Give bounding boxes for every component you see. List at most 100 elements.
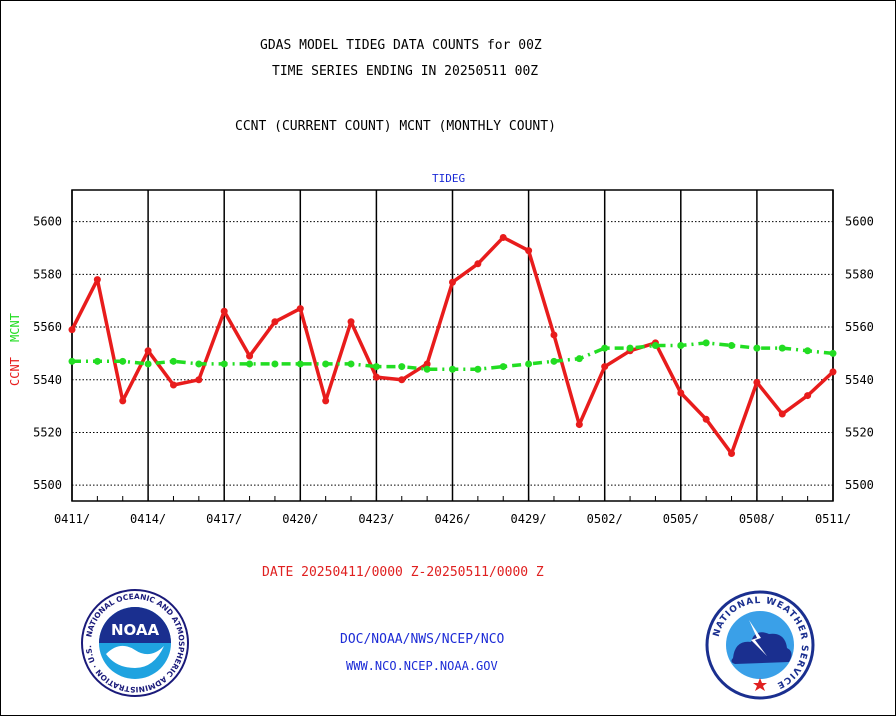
data-point-ccnt: [144, 347, 152, 355]
x-tick-label: 0429/: [511, 512, 547, 526]
star-icon: [753, 678, 767, 691]
x-tick-label: 0502/: [587, 512, 623, 526]
data-point-mcnt: [195, 360, 203, 368]
y-tick-label-right: 5540: [845, 373, 874, 387]
data-point-mcnt: [804, 347, 812, 355]
chart-title-line-3: CCNT (CURRENT COUNT) MCNT (MONTHLY COUNT…: [235, 119, 556, 134]
data-point-mcnt: [626, 344, 634, 352]
data-point-mcnt: [398, 363, 406, 371]
data-point-mcnt: [677, 342, 685, 349]
y-tick-label-left: 5540: [33, 373, 62, 387]
data-point-ccnt: [68, 326, 76, 334]
x-tick-label: 0414/: [130, 512, 166, 526]
data-point-mcnt: [575, 355, 583, 363]
data-point-ccnt: [93, 276, 101, 284]
data-point-mcnt: [246, 360, 254, 368]
data-point-mcnt: [651, 342, 659, 349]
nws-logo: NATIONAL WEATHER SERVICE: [705, 590, 815, 700]
x-tick-label: 0508/: [739, 512, 775, 526]
y-tick-label-left: 5580: [33, 267, 62, 281]
data-point-ccnt: [449, 278, 456, 286]
x-tick-label: 0411/: [54, 512, 90, 526]
y-tick-label-right: 5560: [845, 320, 874, 334]
data-point-ccnt: [423, 360, 431, 368]
data-point-ccnt: [753, 378, 761, 386]
y-tick-label-right: 5580: [845, 267, 874, 281]
chart-subtitle: TIDEG: [432, 172, 466, 185]
data-point-mcnt: [322, 360, 330, 368]
data-point-ccnt: [728, 450, 736, 458]
data-point-ccnt: [220, 307, 228, 315]
data-point-mcnt: [550, 357, 558, 365]
data-point-mcnt: [449, 365, 456, 373]
data-point-ccnt: [525, 247, 533, 255]
x-tick-label: 0420/: [282, 512, 318, 526]
y-tick-label-right: 5500: [845, 478, 874, 492]
y-axis-label-ccnt: CCNT: [8, 357, 22, 386]
data-point-mcnt: [220, 360, 228, 368]
data-point-ccnt: [372, 373, 380, 381]
data-point-ccnt: [575, 421, 583, 429]
data-point-mcnt: [601, 344, 609, 352]
noaa-logo: NATIONAL OCEANIC AND ATMOSPHERIC ADMINIS…: [80, 588, 189, 697]
data-point-mcnt: [68, 357, 76, 365]
data-point-ccnt: [119, 397, 127, 405]
data-point-mcnt: [728, 342, 736, 349]
data-point-ccnt: [550, 331, 558, 339]
x-tick-label: 0417/: [206, 512, 242, 526]
data-point-ccnt: [347, 318, 355, 326]
data-point-ccnt: [702, 415, 710, 423]
data-point-ccnt: [195, 376, 203, 384]
credit-line-1: DOC/NOAA/NWS/NCEP/NCO: [340, 632, 505, 647]
chart-title-line-2: TIME SERIES ENDING IN 20250511 00Z: [272, 64, 539, 79]
data-point-mcnt: [271, 360, 279, 368]
x-tick-label: 0511/: [815, 512, 851, 526]
date-range-label: DATE 20250411/0000 Z-20250511/0000 Z: [262, 565, 544, 580]
y-tick-label-right: 5600: [845, 215, 874, 229]
x-tick-label: 0423/: [358, 512, 394, 526]
data-point-mcnt: [93, 357, 101, 365]
y-tick-label-left: 5500: [33, 478, 62, 492]
data-point-mcnt: [525, 360, 533, 368]
data-point-ccnt: [169, 381, 177, 389]
data-point-mcnt: [778, 344, 786, 352]
data-point-mcnt: [347, 360, 355, 368]
data-point-mcnt: [702, 339, 710, 347]
y-tick-label-left: 5560: [33, 320, 62, 334]
data-point-ccnt: [677, 389, 685, 397]
data-point-mcnt: [474, 365, 482, 373]
data-point-ccnt: [804, 392, 812, 400]
noaa-logo-text: NOAA: [111, 621, 160, 639]
y-tick-label-right: 5520: [845, 425, 874, 439]
data-point-ccnt: [829, 368, 837, 376]
data-point-ccnt: [601, 363, 609, 371]
y-axis-label-mcnt: MCNT: [8, 313, 22, 342]
grid-layer: [71, 189, 834, 502]
y-tick-label-left: 5520: [33, 425, 62, 439]
data-point-mcnt: [119, 357, 127, 365]
data-point-mcnt: [372, 363, 380, 371]
data-point-mcnt: [423, 365, 431, 373]
data-point-ccnt: [474, 260, 482, 268]
y-tick-label-left: 5600: [33, 215, 62, 229]
credit-line-2: WWW.NCO.NCEP.NOAA.GOV: [346, 659, 498, 673]
data-point-mcnt: [144, 360, 152, 368]
chart-title-line-1: GDAS MODEL TIDEG DATA COUNTS for 00Z: [260, 38, 542, 53]
data-point-mcnt: [829, 349, 837, 357]
data-point-ccnt: [778, 410, 786, 418]
data-point-ccnt: [296, 305, 304, 313]
series-layer: [68, 233, 837, 458]
x-tick-label: 0505/: [663, 512, 699, 526]
data-point-ccnt: [322, 397, 330, 405]
data-point-ccnt: [271, 318, 279, 326]
data-point-mcnt: [296, 360, 304, 368]
data-point-mcnt: [499, 363, 507, 371]
tick-label-layer: 0411/0414/0417/0420/0423/0426/0429/0502/…: [33, 215, 874, 526]
data-point-ccnt: [246, 352, 254, 360]
data-point-mcnt: [753, 344, 761, 352]
data-point-mcnt: [169, 357, 177, 365]
x-tick-label: 0426/: [434, 512, 470, 526]
data-point-ccnt: [398, 376, 406, 384]
data-point-ccnt: [499, 233, 507, 241]
